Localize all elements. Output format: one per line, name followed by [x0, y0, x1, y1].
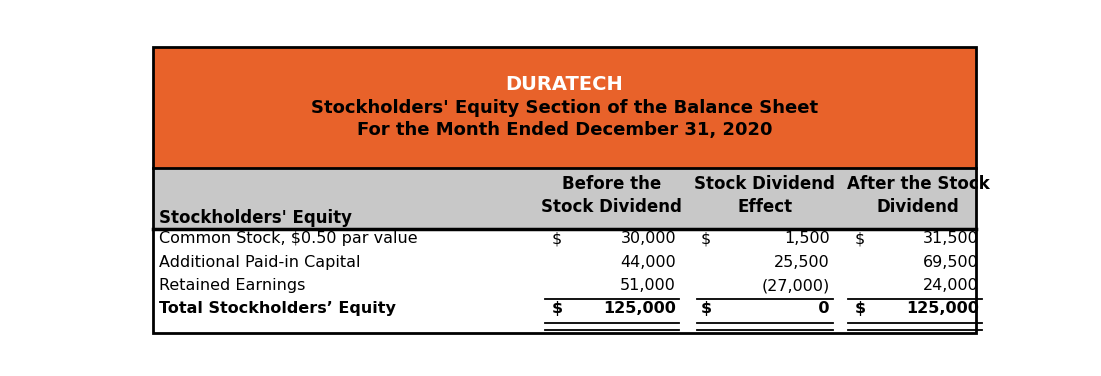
Text: 24,000: 24,000 — [924, 278, 979, 293]
Text: 125,000: 125,000 — [906, 302, 979, 316]
Text: 30,000: 30,000 — [621, 232, 676, 247]
Text: Stockholders' Equity Section of the Balance Sheet: Stockholders' Equity Section of the Bala… — [310, 99, 818, 117]
Text: $: $ — [552, 302, 563, 316]
Text: Total Stockholders’ Equity: Total Stockholders’ Equity — [159, 302, 396, 316]
Text: Common Stock, $0.50 par value: Common Stock, $0.50 par value — [159, 232, 417, 247]
Text: After the Stock
Dividend: After the Stock Dividend — [847, 175, 990, 216]
Text: For the Month Ended December 31, 2020: For the Month Ended December 31, 2020 — [357, 121, 772, 139]
Text: DURATECH: DURATECH — [505, 76, 623, 94]
Text: Stockholders' Equity: Stockholders' Equity — [159, 209, 352, 227]
FancyBboxPatch shape — [153, 229, 975, 333]
Text: 0: 0 — [780, 302, 830, 316]
Text: 1,500: 1,500 — [784, 232, 830, 247]
FancyBboxPatch shape — [153, 47, 975, 168]
Text: 125,000: 125,000 — [603, 302, 676, 316]
Text: $: $ — [701, 232, 711, 247]
Text: 44,000: 44,000 — [620, 255, 676, 270]
Text: $: $ — [701, 302, 712, 316]
Text: Retained Earnings: Retained Earnings — [159, 278, 305, 293]
Text: 25,500: 25,500 — [774, 255, 830, 270]
Text: 31,500: 31,500 — [924, 232, 979, 247]
Text: (27,000): (27,000) — [762, 278, 830, 293]
Text: $: $ — [854, 232, 864, 247]
Text: Before the
Stock Dividend: Before the Stock Dividend — [541, 175, 682, 216]
Text: 51,000: 51,000 — [620, 278, 676, 293]
Text: Stock Dividend
Effect: Stock Dividend Effect — [695, 175, 836, 216]
Text: Additional Paid-in Capital: Additional Paid-in Capital — [159, 255, 360, 270]
Text: $: $ — [552, 232, 562, 247]
Text: 69,500: 69,500 — [924, 255, 979, 270]
Text: $: $ — [854, 302, 865, 316]
FancyBboxPatch shape — [153, 168, 975, 229]
